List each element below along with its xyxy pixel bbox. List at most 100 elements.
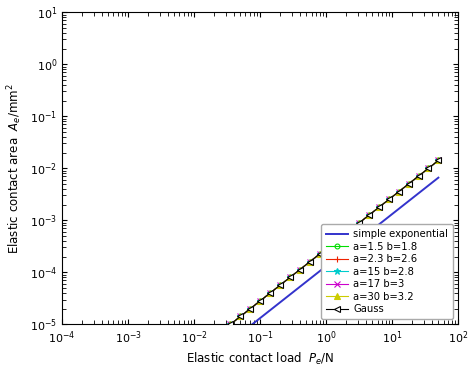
a=15 b=2.8 [366,213,372,217]
a=17 b=3 [247,307,253,311]
simple exponential [305,278,310,283]
a=15 b=2.8 [168,369,174,373]
a=15 b=2.8 [376,205,382,210]
Gauss [218,330,223,334]
a=2.3 b=2.6 [168,369,174,373]
a=1.5 b=1.8 [188,353,194,358]
Gauss [376,205,382,210]
Gauss [317,252,322,256]
Gauss [356,221,362,225]
a=17 b=3 [356,221,362,225]
a=17 b=3 [277,283,283,288]
a=15 b=2.8 [307,260,312,264]
a=1.5 b=1.8 [168,369,174,373]
Gauss [168,369,174,373]
a=30 b=3.2 [237,314,243,319]
a=15 b=2.8 [297,267,302,272]
a=1.5 b=1.8 [277,283,283,288]
a=1.5 b=1.8 [366,213,372,217]
a=1.5 b=1.8 [416,174,421,178]
Gauss [277,283,283,288]
a=17 b=3 [406,182,411,186]
a=17 b=3 [376,205,382,210]
a=2.3 b=2.6 [346,228,352,233]
a=1.5 b=1.8 [327,244,332,248]
a=30 b=3.2 [188,353,194,358]
a=17 b=3 [297,267,302,272]
a=15 b=2.8 [436,158,441,163]
a=17 b=3 [287,275,293,280]
a=30 b=3.2 [178,361,184,366]
a=17 b=3 [386,197,392,202]
a=2.3 b=2.6 [218,330,223,334]
a=2.3 b=2.6 [277,283,283,288]
Gauss [208,338,213,342]
a=30 b=3.2 [317,252,322,256]
Line: Gauss: Gauss [99,158,441,373]
a=2.3 b=2.6 [178,361,184,366]
Line: a=1.5 b=1.8: a=1.5 b=1.8 [100,158,441,373]
a=2.3 b=2.6 [436,158,441,163]
a=17 b=3 [396,189,401,194]
a=30 b=3.2 [346,228,352,233]
a=30 b=3.2 [426,166,431,170]
a=1.5 b=1.8 [247,307,253,311]
Gauss [416,174,421,178]
a=15 b=2.8 [317,252,322,256]
a=30 b=3.2 [307,260,312,264]
Legend: simple exponential, a=1.5 b=1.8, a=2.3 b=2.6, a=15 b=2.8, a=17 b=3, a=30 b=3.2, : simple exponential, a=1.5 b=1.8, a=2.3 b… [321,224,453,319]
Gauss [198,345,204,350]
a=30 b=3.2 [416,174,421,178]
Gauss [346,228,352,233]
a=30 b=3.2 [247,307,253,311]
a=30 b=3.2 [277,283,283,288]
a=15 b=2.8 [178,361,184,366]
a=2.3 b=2.6 [188,353,194,358]
a=2.3 b=2.6 [208,338,213,342]
Line: a=15 b=2.8: a=15 b=2.8 [99,157,441,373]
a=30 b=3.2 [218,330,223,334]
a=15 b=2.8 [287,275,293,280]
a=2.3 b=2.6 [247,307,253,311]
a=2.3 b=2.6 [198,345,204,350]
a=15 b=2.8 [237,314,243,319]
a=30 b=3.2 [267,291,273,295]
a=1.5 b=1.8 [337,236,342,241]
a=30 b=3.2 [396,189,401,194]
a=1.5 b=1.8 [267,291,273,295]
a=30 b=3.2 [168,369,174,373]
a=17 b=3 [307,260,312,264]
a=30 b=3.2 [386,197,392,202]
a=2.3 b=2.6 [257,299,263,303]
a=15 b=2.8 [267,291,273,295]
a=1.5 b=1.8 [237,314,243,319]
a=1.5 b=1.8 [257,299,263,303]
a=2.3 b=2.6 [317,252,322,256]
Gauss [337,236,342,241]
a=17 b=3 [198,345,204,350]
a=15 b=2.8 [257,299,263,303]
a=15 b=2.8 [218,330,223,334]
a=15 b=2.8 [228,322,233,326]
Gauss [287,275,293,280]
a=17 b=3 [257,299,263,303]
a=15 b=2.8 [416,174,421,178]
Gauss [327,244,332,248]
a=1.5 b=1.8 [376,205,382,210]
simple exponential [299,283,305,287]
a=15 b=2.8 [188,353,194,358]
a=17 b=3 [218,330,223,334]
a=15 b=2.8 [208,338,213,342]
a=30 b=3.2 [257,299,263,303]
simple exponential [404,200,410,205]
a=17 b=3 [436,158,441,163]
a=30 b=3.2 [436,158,441,163]
a=1.5 b=1.8 [386,197,392,202]
simple exponential [436,175,441,180]
a=17 b=3 [188,353,194,358]
a=30 b=3.2 [208,338,213,342]
a=15 b=2.8 [396,189,401,194]
a=2.3 b=2.6 [366,213,372,217]
a=2.3 b=2.6 [228,322,233,326]
a=15 b=2.8 [346,228,352,233]
